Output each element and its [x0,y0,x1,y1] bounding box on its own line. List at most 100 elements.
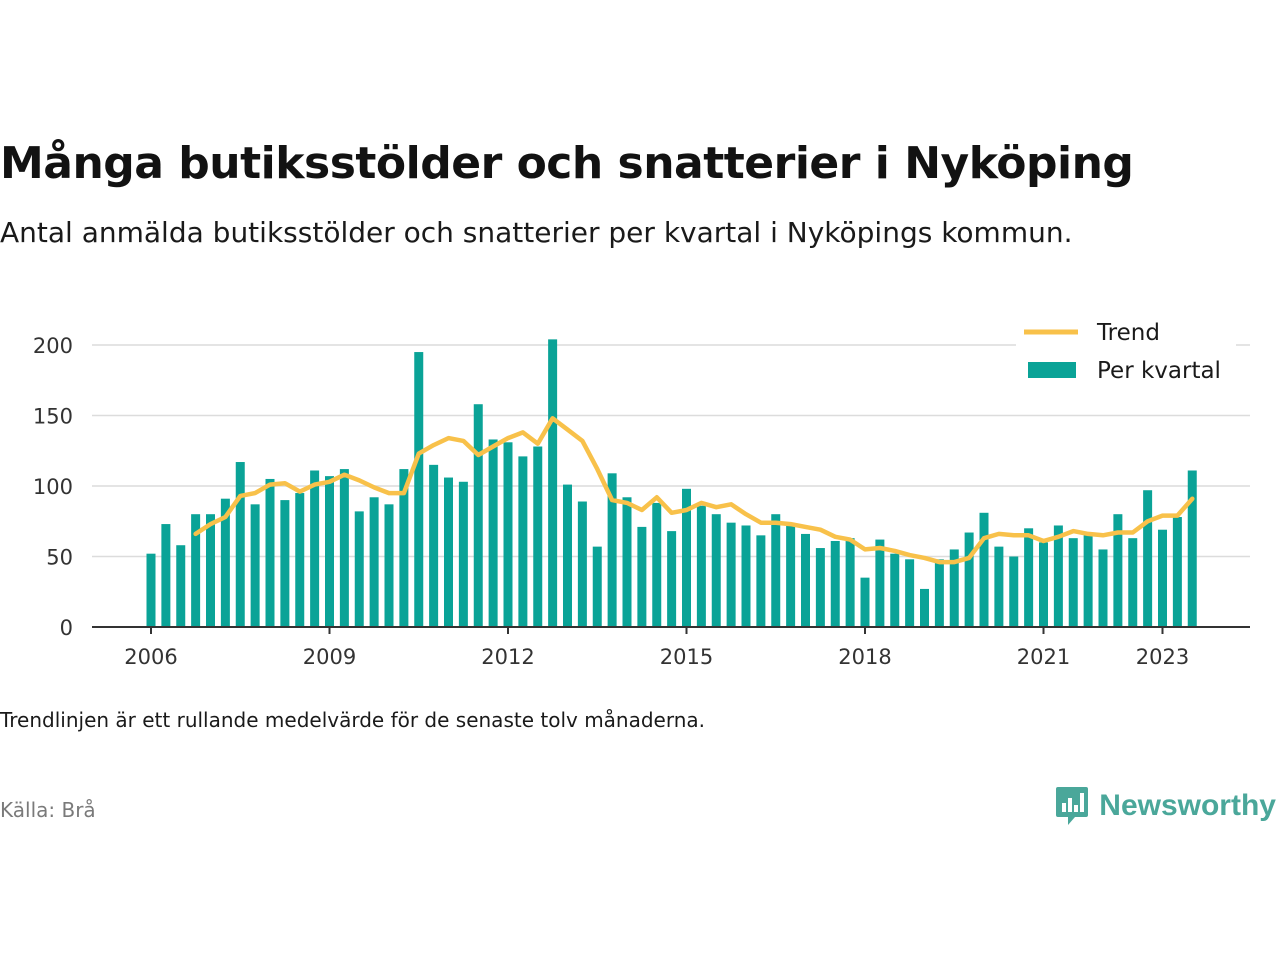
trend-series [193,416,1195,565]
bar-2008-Q4 [310,470,320,627]
y-tick-label-0: 0 [60,616,73,640]
legend-trend-label: Trend [1096,320,1160,346]
bar-2020-Q3 [1009,556,1019,627]
bar-2012-Q4 [548,339,558,627]
chart-note: Trendlinjen är ett rullande medelvärde f… [0,708,706,732]
bar-2008-Q2 [280,500,290,627]
brand-logo: Newsworthy [1055,785,1276,827]
bar-2023-Q2 [1172,517,1182,627]
bar-2009-Q1 [325,476,334,627]
bar-2019-Q2 [934,559,944,627]
bar-2008-Q1 [265,478,275,627]
bar-2019-Q1 [920,588,929,627]
bar-2021-Q2 [1053,525,1063,627]
bar-2020-Q2 [994,546,1004,627]
bar-2016-Q4 [786,525,796,627]
bar-2007-Q1 [206,514,215,627]
x-tick-label-2012: 2012 [481,645,534,669]
x-tick-label-2018: 2018 [838,645,891,669]
chart-subtitle: Antal anmälda butiksstölder och snatteri… [0,216,1073,249]
y-tick-label-150: 150 [33,405,73,429]
bar-2006-Q2 [161,524,171,627]
legend-background [1016,314,1236,392]
bar-2010-Q2 [399,469,409,627]
bar-2021-Q3 [1068,538,1078,627]
bar-2014-Q3 [652,502,662,627]
bar-2010-Q3 [414,352,424,627]
bar-2006-Q3 [176,545,186,627]
bar-2016-Q3 [771,514,781,627]
bar-2006-Q4 [191,514,201,627]
bar-2016-Q2 [756,535,766,627]
bar-2022-Q3 [1128,538,1138,627]
y-tick-label-100: 100 [33,475,73,499]
y-tick-label-200: 200 [33,334,73,358]
bar-2013-Q3 [592,546,602,627]
legend-bar-swatch [1028,362,1076,378]
bar-2013-Q1 [563,484,572,627]
legend: Trend Per kvartal [1016,314,1236,392]
x-tick-label-2023: 2023 [1136,645,1189,669]
bar-2017-Q4 [845,538,855,627]
trend-line [193,416,1195,565]
bar-2010-Q4 [429,464,439,627]
bar-2010-Q1 [384,504,394,627]
bar-2022-Q4 [1143,490,1153,627]
bar-2015-Q2 [696,505,706,627]
bar-2007-Q4 [250,504,260,627]
bar-chart: 0 50 100 150 200 2006 2009 2012 2015 2018 2021 2023… [33,314,1250,669]
y-tick-label-50: 50 [46,546,73,570]
bar-2015-Q1 [682,488,691,627]
bar-2018-Q3 [890,553,900,627]
chart-title: Många butiksstölder och snatterier i Nyk… [0,138,1134,189]
bar-2020-Q4 [1024,528,1034,627]
bar-2011-Q1 [444,477,453,627]
bar-2008-Q3 [295,493,305,627]
bar-2021-Q4 [1083,535,1093,627]
x-tick-label-2021: 2021 [1017,645,1070,669]
bar-2012-Q2 [518,456,528,627]
bar-2018-Q2 [875,539,885,627]
bar-2009-Q4 [369,497,379,627]
bar-2006-Q1 [146,553,156,627]
bar-2013-Q4 [607,473,617,627]
newsworthy-logo-icon [1056,787,1089,825]
bar-2009-Q3 [354,511,364,627]
legend-bar-label: Per kvartal [1097,358,1221,384]
axes: 0 50 100 150 200 2006 2009 2012 2015 2018 2021 2023 [33,334,1250,669]
bar-2014-Q4 [667,531,677,627]
bar-2019-Q4 [964,532,974,627]
bar-2007-Q2 [220,498,230,627]
bar-2011-Q4 [488,439,498,627]
bar-2017-Q1 [801,533,810,627]
bar-2011-Q3 [473,404,483,627]
bar-2022-Q1 [1098,549,1108,627]
bar-2015-Q4 [726,522,736,627]
bar-2007-Q3 [235,462,245,627]
bar-2014-Q1 [622,497,632,627]
bar-2013-Q2 [577,501,587,627]
bar-2017-Q3 [830,540,840,627]
bar-2018-Q4 [905,559,915,627]
bar-series [146,339,1197,627]
bar-2022-Q2 [1113,514,1123,627]
bar-2018-Q1 [860,577,870,627]
bar-2023-Q1 [1158,529,1167,627]
bar-2012-Q1 [503,442,513,627]
bar-2015-Q3 [711,514,721,627]
bar-2011-Q2 [458,481,468,627]
bar-2012-Q3 [533,446,543,627]
x-tick-label-2015: 2015 [660,645,713,669]
x-tick-label-2006: 2006 [124,645,177,669]
bar-2023-Q3 [1187,470,1197,627]
bar-2020-Q1 [979,512,989,627]
bar-2021-Q1 [1039,542,1048,627]
bar-2017-Q2 [815,548,825,627]
bar-2009-Q2 [339,469,349,627]
brand-name: Newsworthy [1099,789,1276,822]
bar-2016-Q1 [741,525,751,627]
bar-2019-Q3 [949,549,959,627]
x-tick-label-2009: 2009 [303,645,356,669]
bar-2014-Q2 [637,526,647,627]
source-label: Källa: Brå [0,798,96,822]
